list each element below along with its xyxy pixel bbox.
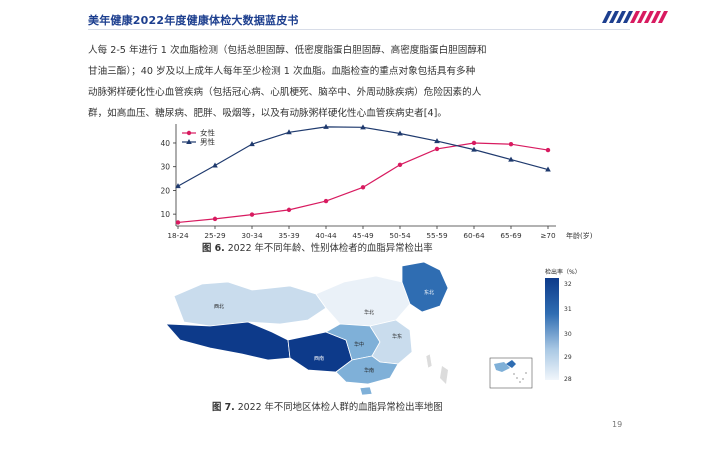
paragraph-line: 群，如高血压、糖尿病、肥胖、吸烟等，以及有动脉粥样硬化性心血管疾病史者[4]。 — [88, 108, 447, 119]
map-label-north: 华北 — [364, 309, 374, 316]
x-tick-label: 30-34 — [241, 231, 263, 240]
map-regions — [165, 261, 449, 396]
data-point-male — [434, 138, 440, 144]
y-tick-label: 30 — [160, 163, 170, 172]
china-region-map: 西北 华北 东北 华东 华中 西南 华南 检出率（%） 32 31 30 — [165, 261, 581, 396]
age-gender-line-chart: 10 20 30 40 18-24 25-29 30-34 35-39 40-44 45-49 50… — [160, 123, 593, 240]
x-tick-label: 45-49 — [352, 231, 374, 240]
region-northeast — [401, 261, 449, 313]
legend-tick: 32 — [564, 281, 572, 288]
figure-6-caption: 图 6. 2022 年不同年龄、性别体检者的血脂异常检出率 — [202, 240, 433, 254]
y-tick-label: 10 — [160, 210, 170, 219]
map-color-legend: 检出率（%） 32 31 30 29 28 — [545, 268, 581, 383]
map-label-northeast: 东北 — [424, 289, 434, 296]
data-point-female — [471, 140, 477, 146]
data-point-female — [397, 162, 403, 167]
x-tick-label: 35-39 — [278, 231, 300, 240]
figure-7-number: 图 7. — [212, 402, 235, 413]
header-divider — [88, 29, 630, 30]
legend-label: 女性 — [200, 128, 215, 138]
data-point-female — [508, 141, 514, 147]
data-point-female — [286, 207, 292, 213]
map-label-southwest: 西南 — [314, 355, 324, 362]
paragraph-line: 人每 2-5 年进行 1 次血脂检测（包括总胆固醇、低密度脂蛋白胆固醇、高密度脂… — [88, 45, 487, 56]
y-tick-label: 40 — [160, 139, 170, 148]
legend-title: 检出率（%） — [545, 268, 581, 276]
map-label-central: 华中 — [354, 341, 364, 348]
data-point-male — [471, 146, 477, 152]
x-tick-label: 65-69 — [500, 231, 522, 240]
header-stripes-decoration — [602, 11, 668, 23]
series-line-male — [177, 126, 549, 187]
gray-neighbor-areas — [440, 366, 448, 384]
x-axis-label: 年龄(岁) — [566, 231, 593, 240]
y-tick-label: 20 — [160, 186, 170, 195]
region-north — [315, 275, 411, 327]
data-point-male — [545, 166, 551, 172]
data-point-female — [545, 147, 551, 153]
hainan-island — [359, 386, 373, 396]
data-point-female — [434, 146, 440, 152]
figure-6-text: 2022 年不同年龄、性别体检者的血脂异常检出率 — [227, 243, 433, 254]
x-tick-label: 60-64 — [463, 231, 485, 240]
data-point-male — [323, 123, 329, 129]
legend-tick: 29 — [564, 354, 572, 361]
region-northwest — [173, 281, 327, 327]
figure-6-number: 图 6. — [202, 243, 225, 254]
legend-marker — [186, 139, 192, 144]
figure-7-text: 2022 年不同地区体检人群的血脂异常检出率地图 — [237, 402, 443, 413]
data-point-male — [212, 162, 218, 168]
data-point-female — [175, 220, 181, 225]
legend-tick: 28 — [564, 376, 572, 383]
south-china-sea-inset — [489, 357, 533, 389]
figure-7-caption: 图 7. 2022 年不同地区体检人群的血脂异常检出率地图 — [212, 399, 443, 413]
paragraph-line: 动脉粥样硬化性心血管疾病（包括冠心病、心肌梗死、脑卒中、外周动脉疾病）危险因素的… — [88, 87, 482, 98]
x-tick-label: ≥70 — [540, 231, 556, 240]
data-point-female — [212, 216, 218, 222]
data-point-female — [360, 185, 366, 190]
map-label-south: 华南 — [364, 367, 374, 374]
region-south — [335, 355, 399, 385]
x-tick-label: 18-24 — [167, 231, 189, 240]
body-paragraph: 人每 2-5 年进行 1 次血脂检测（包括总胆固醇、低密度脂蛋白胆固醇、高密度脂… — [88, 40, 630, 124]
legend-marker — [186, 130, 192, 136]
data-point-male — [397, 130, 403, 136]
map-label-east: 华东 — [392, 333, 402, 340]
data-point-female — [249, 212, 255, 217]
data-point-male — [508, 156, 514, 162]
data-point-male — [175, 183, 181, 189]
legend-tick: 31 — [564, 306, 572, 313]
page-number: 19 — [612, 420, 623, 429]
taiwan-island — [425, 353, 433, 369]
legend-color-bar — [545, 278, 559, 380]
x-tick-label: 55-59 — [426, 231, 448, 240]
data-point-male — [360, 124, 366, 130]
map-label-northwest: 西北 — [214, 303, 224, 310]
x-tick-label: 25-29 — [204, 231, 226, 240]
region-west-tibet — [165, 321, 291, 361]
data-point-male — [286, 129, 292, 135]
paragraph-line: 甘油三酯）；40 岁及以上成年人每年至少检测 1 次血脂。血脂检查的重点对象包括… — [88, 66, 476, 77]
x-tick-label: 50-54 — [389, 231, 411, 240]
data-point-female — [323, 198, 329, 204]
legend-tick: 30 — [564, 331, 572, 338]
legend-label: 男性 — [200, 137, 215, 147]
data-point-male — [249, 141, 255, 147]
header-title: 美年健康2022年度健康体检大数据蓝皮书 — [88, 14, 299, 27]
x-tick-label: 40-44 — [315, 231, 337, 240]
